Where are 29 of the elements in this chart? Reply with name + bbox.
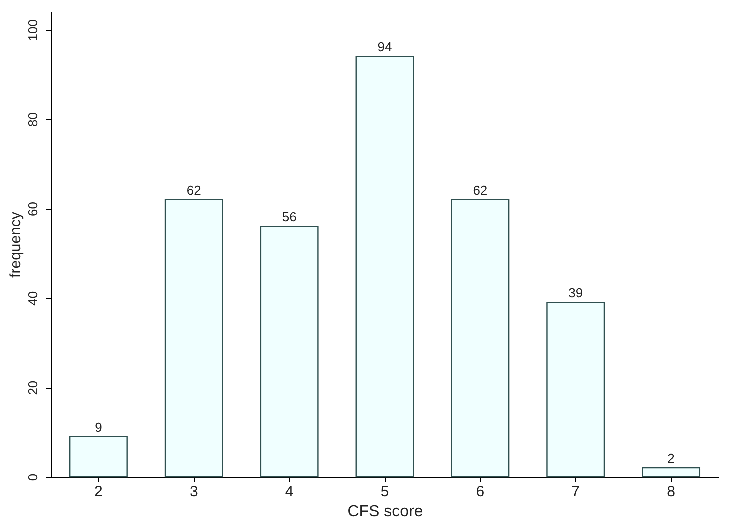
bar bbox=[451, 199, 510, 478]
data-label: 62 bbox=[473, 182, 488, 198]
data-label: 2 bbox=[668, 451, 675, 466]
x-tick-label: 5 bbox=[380, 484, 390, 500]
y-tick-label: 0 bbox=[26, 474, 40, 482]
x-tick-label: 4 bbox=[285, 484, 294, 500]
x-axis-title: CFS score bbox=[348, 504, 424, 520]
bar bbox=[546, 302, 606, 478]
y-tick-label: 20 bbox=[26, 380, 40, 396]
y-axis-title: frequency bbox=[8, 212, 24, 278]
data-label: 9 bbox=[95, 420, 102, 435]
bar bbox=[164, 199, 224, 478]
y-tick-label: 100 bbox=[26, 20, 40, 42]
data-label: 39 bbox=[568, 286, 584, 301]
bar bbox=[260, 226, 319, 478]
x-tick-label: 8 bbox=[667, 484, 676, 500]
bar bbox=[69, 436, 128, 478]
bar bbox=[356, 56, 414, 478]
x-tick-label: 2 bbox=[94, 484, 103, 500]
data-label: 94 bbox=[378, 40, 392, 55]
bar bbox=[642, 467, 701, 478]
y-tick-label: 80 bbox=[26, 112, 40, 128]
y-tick-label: 60 bbox=[26, 202, 40, 216]
x-tick-label: 3 bbox=[190, 484, 198, 500]
x-tick-label: 6 bbox=[476, 484, 485, 500]
data-label: 62 bbox=[186, 182, 202, 198]
y-tick-label: 40 bbox=[26, 291, 40, 306]
data-label: 56 bbox=[282, 210, 297, 225]
x-tick-label: 7 bbox=[572, 484, 580, 500]
